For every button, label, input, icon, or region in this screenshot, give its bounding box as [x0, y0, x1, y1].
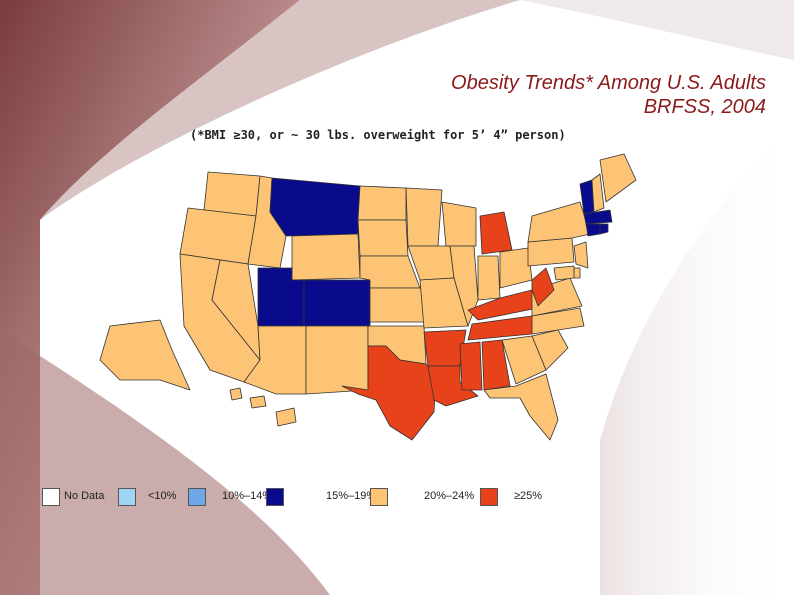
legend-label-no-data: No Data [64, 490, 105, 502]
state-hi [229, 387, 297, 427]
state-al [481, 339, 511, 391]
state-nc [531, 307, 585, 335]
state-nm [305, 325, 369, 395]
state-ar [423, 329, 467, 367]
state-me [599, 153, 637, 203]
legend-label-20-24: 20%–24% [424, 490, 475, 502]
legend-swatch-20-24 [370, 488, 388, 506]
state-ny [527, 201, 591, 243]
state-mt [269, 177, 361, 237]
us-obesity-map [99, 153, 637, 441]
state-mn [405, 187, 443, 247]
legend-swatch-15-19 [266, 488, 284, 506]
state-ak [99, 319, 191, 391]
state-ct [585, 223, 601, 237]
legend-swatch-10-14 [188, 488, 206, 506]
state-de [573, 267, 581, 279]
legend-label-gte25: ≥25% [514, 490, 543, 502]
legend-label-lt10: <10% [148, 490, 177, 502]
state-nj [573, 241, 589, 269]
state-in [477, 255, 501, 301]
state-nh [591, 173, 605, 213]
state-wy [291, 233, 361, 281]
state-fl [483, 373, 559, 441]
state-pa [527, 237, 575, 267]
state-md [553, 265, 575, 281]
state-nd [357, 185, 407, 221]
state-la [427, 365, 479, 407]
state-ma [583, 209, 613, 225]
state-ri [599, 223, 609, 235]
legend: No Data <10% 10%–14% 15%–19% 20%–24% ≥25… [40, 488, 600, 514]
legend-swatch-lt10 [118, 488, 136, 506]
state-wa [203, 171, 261, 217]
bmi-footnote: (*BMI ≥30, or ~ 30 lbs. overweight for 5… [190, 128, 566, 142]
state-sc [531, 329, 569, 371]
chart-title: Obesity Trends* Among U.S. Adults [451, 72, 766, 94]
state-tx [341, 345, 437, 441]
state-ks [369, 287, 425, 323]
state-sd [357, 219, 409, 257]
chart-subtitle-year: BRFSS, 2004 [643, 96, 766, 118]
legend-swatch-gte25 [480, 488, 498, 506]
state-co [303, 279, 371, 327]
legend-swatch-no-data [42, 488, 60, 506]
legend-label-15-19: 15%–19% [326, 490, 377, 502]
state-mi [479, 211, 513, 255]
state-wi [441, 201, 477, 247]
state-ms [459, 341, 483, 391]
state-oh [499, 247, 533, 289]
legend-label-10-14: 10%–14% [222, 490, 273, 502]
state-wv [531, 267, 555, 307]
